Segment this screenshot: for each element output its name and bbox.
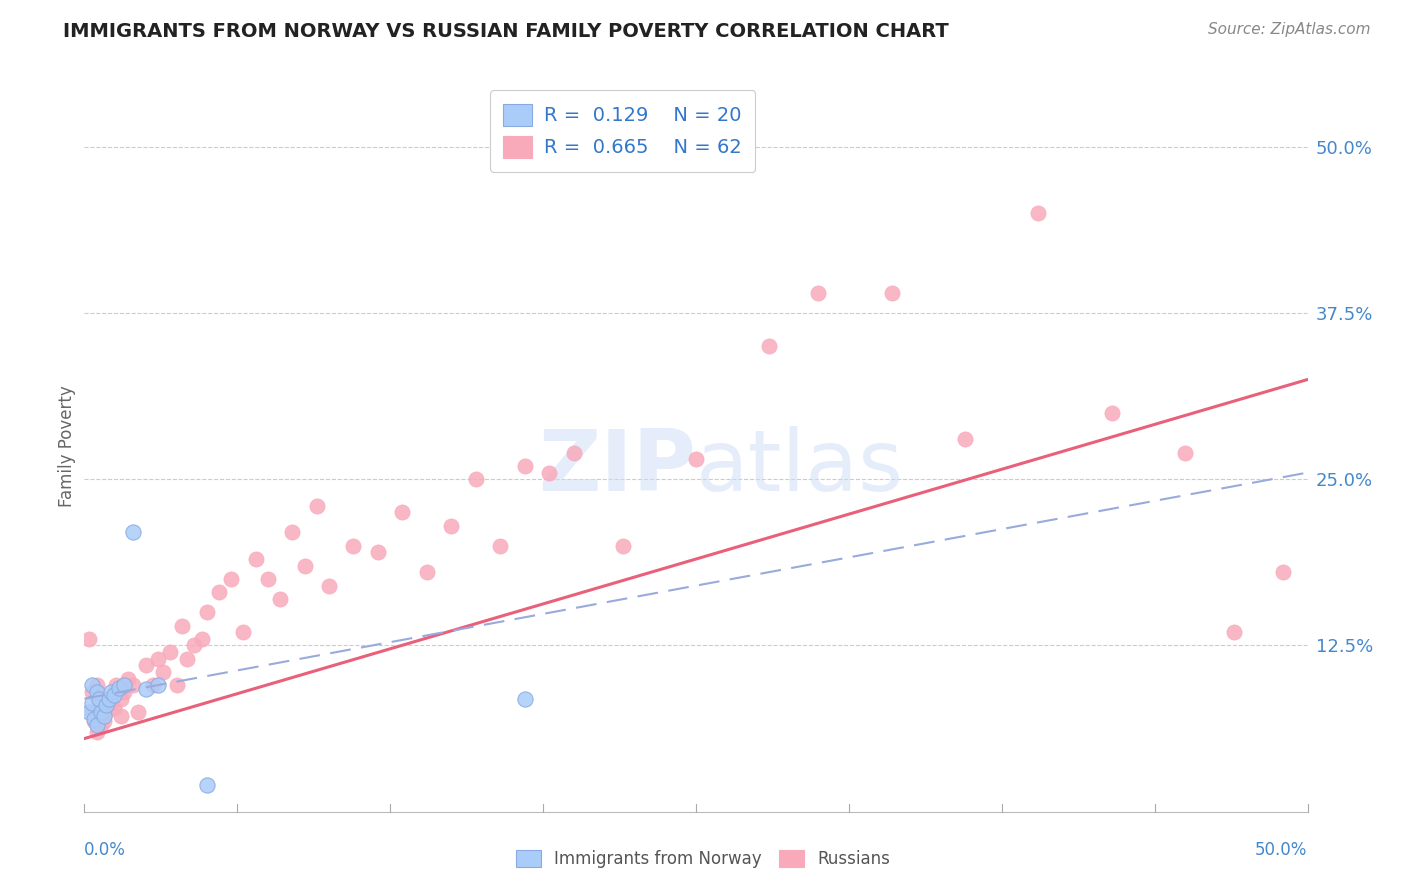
Point (464, 472, 486, 486)
Point (122, 525, 145, 540)
Point (1174, 445, 1197, 459)
Point (96, 705, 118, 719)
Point (1101, 406, 1123, 420)
Point (318, 579, 340, 593)
Point (112, 678, 135, 692)
Point (166, 678, 188, 692)
Point (112, 685, 135, 699)
Point (172, 618, 194, 632)
Text: Source: ZipAtlas.com: Source: ZipAtlas.com (1208, 22, 1371, 37)
Point (208, 585, 231, 599)
Point (87, 691, 110, 706)
Point (758, 339, 780, 353)
Point (93, 709, 115, 723)
Point (152, 665, 174, 679)
Point (83, 712, 105, 726)
Point (807, 286, 830, 301)
Point (100, 696, 122, 710)
Point (159, 645, 181, 659)
Point (142, 678, 165, 692)
Point (146, 652, 169, 666)
Text: 0.0%: 0.0% (84, 841, 127, 859)
Point (219, 572, 242, 586)
Text: IMMIGRANTS FROM NORWAY VS RUSSIAN FAMILY POVERTY CORRELATION CHART: IMMIGRANTS FROM NORWAY VS RUSSIAN FAMILY… (63, 22, 949, 41)
Point (146, 678, 169, 692)
Point (1028, 206, 1050, 220)
Point (135, 682, 157, 697)
Point (80, 696, 103, 710)
Point (685, 452, 707, 467)
Point (93, 714, 115, 729)
Point (953, 433, 976, 447)
Point (176, 652, 198, 666)
Point (77, 705, 100, 719)
Point (612, 539, 634, 553)
Point (83, 714, 105, 729)
Point (77, 632, 100, 646)
Y-axis label: Family Poverty: Family Poverty (58, 385, 76, 507)
Point (513, 458, 536, 473)
Point (489, 539, 512, 553)
Point (80, 678, 103, 692)
Point (440, 518, 463, 533)
Point (880, 286, 903, 301)
Point (195, 778, 218, 792)
Point (90, 718, 112, 732)
Point (110, 709, 132, 723)
Point (269, 591, 291, 606)
Point (105, 678, 128, 692)
Point (191, 632, 214, 646)
Point (1223, 625, 1246, 640)
Point (86, 725, 108, 739)
Point (257, 572, 280, 586)
Point (513, 691, 536, 706)
Point (245, 552, 267, 566)
Point (90, 705, 112, 719)
Legend: R =  0.129    N = 20, R =  0.665    N = 62: R = 0.129 N = 20, R = 0.665 N = 62 (489, 90, 755, 172)
Point (294, 558, 316, 573)
Point (100, 685, 122, 699)
Point (86, 718, 108, 732)
Point (342, 539, 364, 553)
Point (97, 691, 120, 706)
Point (367, 545, 389, 559)
Point (135, 658, 157, 673)
Point (103, 688, 125, 702)
Point (80, 685, 103, 699)
Point (122, 678, 145, 692)
Point (305, 499, 328, 513)
Point (416, 566, 439, 580)
Point (97, 698, 120, 713)
Point (562, 445, 585, 459)
Point (1272, 566, 1295, 580)
Point (110, 691, 132, 706)
Point (195, 605, 218, 619)
Point (87, 709, 110, 723)
Point (183, 639, 205, 653)
Point (80, 705, 103, 719)
Point (391, 506, 413, 520)
Point (127, 705, 149, 719)
Point (117, 672, 139, 686)
Point (107, 681, 129, 695)
Point (232, 625, 254, 640)
Point (281, 525, 304, 540)
Point (103, 701, 125, 715)
Point (96, 698, 118, 713)
Point (538, 466, 561, 480)
Text: ZIP: ZIP (538, 426, 696, 509)
Text: atlas: atlas (696, 426, 904, 509)
Point (86, 678, 108, 692)
Legend: Immigrants from Norway, Russians: Immigrants from Norway, Russians (509, 843, 897, 875)
Text: 50.0%: 50.0% (1256, 841, 1308, 859)
Point (86, 685, 108, 699)
